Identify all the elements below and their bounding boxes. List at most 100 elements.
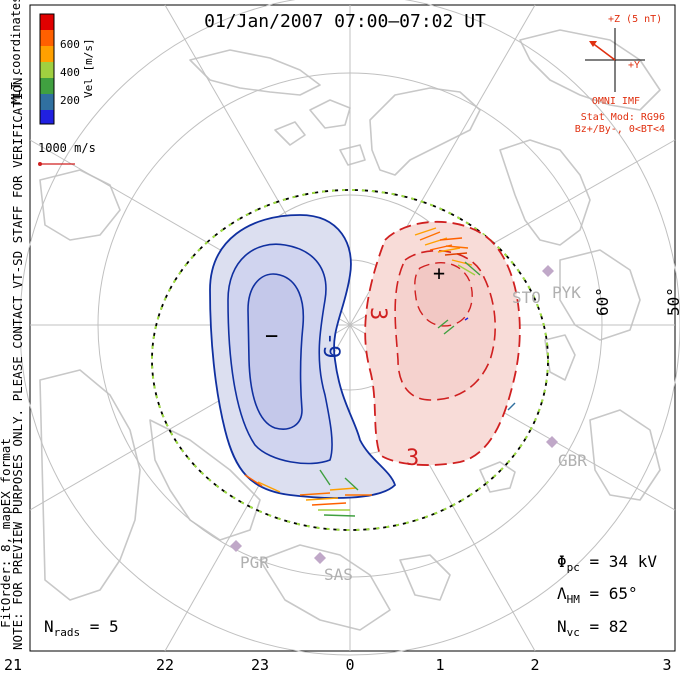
- coast-siberia: [519, 29, 661, 111]
- imf-condition: Bz+/By-, 0<BT<4: [575, 124, 665, 135]
- negative-cell-inner: [247, 273, 305, 430]
- velocity-vector: [257, 481, 281, 493]
- coast-hudson-bay: [149, 419, 261, 541]
- coast-labrador: [259, 544, 391, 631]
- contour-label-positive-1: 3: [365, 307, 390, 320]
- colorbar-swatch: [40, 110, 54, 124]
- velocity-vector: [444, 252, 468, 256]
- imf-stat-model: Stat Mod: RG96: [581, 112, 665, 123]
- velocity-vector: [323, 514, 356, 517]
- latitude-label-50: 50°: [664, 287, 680, 316]
- colorbar: 600 400 200 Vel [m/s]: [39, 13, 95, 125]
- coast-canada-north: [189, 49, 321, 96]
- velocity-vector: [319, 469, 331, 486]
- station-label-sas: SAS: [324, 565, 353, 584]
- velocity-vector: [451, 259, 473, 266]
- station-marker: [230, 540, 242, 552]
- stat-phi-pc: Φpc = 34 kV: [557, 552, 657, 574]
- potential-max-marker: +: [433, 261, 445, 285]
- station-label-pyk: PYK: [552, 283, 581, 302]
- colorbar-frame: [39, 13, 55, 125]
- preview-note: NOTE: FOR PREVIEW PURPOSES ONLY. PLEASE …: [11, 70, 25, 650]
- stat-phi-value: = 34 kV: [580, 552, 657, 571]
- stat-lambda-sub: HM: [567, 593, 581, 606]
- potential-min-marker: −: [265, 324, 278, 349]
- mlt-tick: 21: [4, 656, 22, 674]
- negative-cell: [209, 214, 397, 499]
- stat-nrads-value: = 5: [80, 617, 119, 636]
- imf-y-label: +Y: [628, 60, 640, 71]
- velocity-vector: [445, 245, 469, 249]
- stat-nvc-symbol: N: [557, 617, 567, 636]
- colorbar-tick-400: 400: [60, 66, 80, 79]
- station-label-pgr: PGR: [240, 553, 269, 572]
- colorbar-swatch: [40, 78, 54, 94]
- colorbar-swatch: [40, 94, 54, 110]
- coast-greenland: [369, 87, 481, 176]
- colorbar-swatch: [40, 62, 54, 78]
- stations: STO PYK GBR PGR SAS: [230, 265, 587, 584]
- positive-cell: [364, 220, 521, 466]
- scale-vector-dot: [38, 162, 42, 166]
- mlt-tick: 1: [435, 656, 444, 674]
- velocity-vector: [507, 402, 516, 411]
- lat-circle-50: [19, 0, 680, 656]
- stat-nrads-sub: rads: [54, 626, 81, 639]
- imf-dial: +Z (5 nT) +Y OMNI IMF Stat Mod: RG96 Bz+…: [575, 14, 665, 135]
- fit-order-note: FitOrder: 8, mapEX format: [0, 438, 13, 628]
- coast-iberia-africa: [589, 409, 661, 501]
- velocity-vector: [457, 264, 476, 276]
- velocity-vector: [419, 231, 441, 241]
- contour-label-negative: -9: [318, 332, 343, 359]
- velocity-vector: [439, 237, 463, 241]
- hm-boundary-dashes: [151, 189, 549, 531]
- station-marker: [542, 265, 555, 290]
- mlt-tick: 2: [530, 656, 539, 674]
- coast-europe: [559, 249, 641, 341]
- mlt-tick: 22: [156, 656, 174, 674]
- velocity-vector: [344, 477, 359, 491]
- stat-phi-symbol: Φ: [557, 552, 567, 571]
- imf-vector: [590, 41, 616, 61]
- velocity-vectors: [244, 227, 516, 517]
- velocity-vector: [305, 497, 339, 501]
- mlt-tick: 3: [662, 656, 671, 674]
- station-marker: [546, 436, 558, 448]
- stat-lambda-symbol: Λ: [557, 584, 567, 603]
- map-content: − + -9 3 3 60° 50° STO PYK GBR PGR SAS: [19, 0, 680, 656]
- imf-vector-head: [589, 41, 597, 47]
- colorbar-swatch: [40, 46, 54, 62]
- stat-lambda-value: = 65°: [580, 584, 638, 603]
- coast-iceland: [479, 461, 516, 493]
- velocity-vector: [437, 247, 461, 253]
- positive-cell-inner: [414, 262, 473, 327]
- mlt-grid: [29, 4, 676, 652]
- velocity-vector: [311, 502, 347, 506]
- scale-vector: 1000 m/s: [38, 141, 96, 166]
- stat-n-rads: Nrads = 5: [44, 617, 119, 639]
- map-title: 01/Jan/2007 07:00–07:02 UT: [204, 11, 486, 32]
- colorbar-tick-200: 200: [60, 94, 80, 107]
- imf-source: OMNI IMF: [592, 96, 640, 107]
- coast-uk: [544, 334, 576, 381]
- coast-north-america: [39, 369, 141, 601]
- stat-lambda-hm: ΛHM = 65°: [557, 584, 638, 606]
- colorbar-swatch: [40, 14, 54, 30]
- coordinate-label: MLT coordinates: [9, 0, 23, 104]
- velocity-vector: [464, 317, 469, 321]
- velocity-vector: [299, 492, 331, 496]
- mlt-axis: 21 22 23 0 1 2 3: [4, 656, 672, 674]
- coast-arctic-islands: [274, 99, 366, 166]
- scale-vector-label: 1000 m/s: [38, 141, 96, 155]
- colorbar-tick-600: 600: [60, 38, 80, 51]
- mlt-tick: 23: [251, 656, 269, 674]
- stat-nrads-symbol: N: [44, 617, 54, 636]
- coast-newfoundland: [399, 554, 451, 601]
- velocity-vector: [437, 319, 449, 329]
- station-label-sto: STO: [512, 288, 541, 307]
- stat-phi-sub: pc: [567, 561, 580, 574]
- stat-nvc-sub: vc: [567, 626, 580, 639]
- mlt-tick: 0: [345, 656, 354, 674]
- velocity-vector: [244, 474, 263, 487]
